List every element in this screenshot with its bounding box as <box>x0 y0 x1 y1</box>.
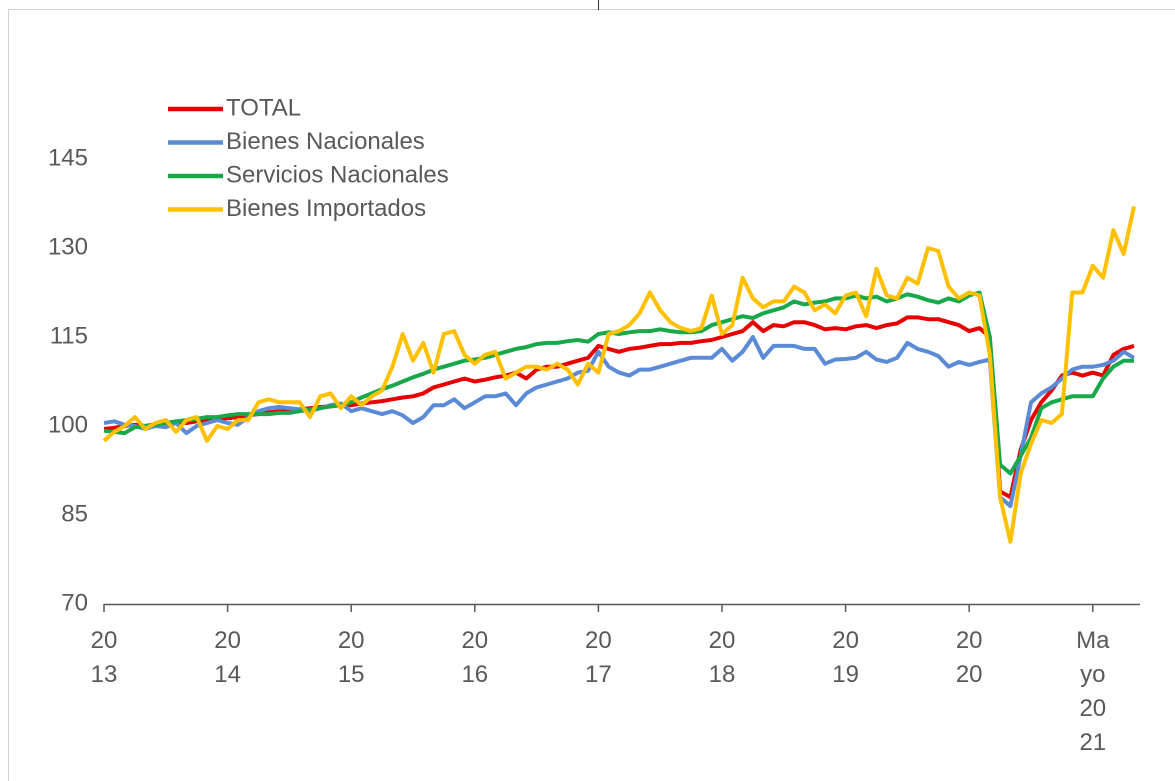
x-tick-label: 2013 <box>90 627 118 688</box>
series-line <box>102 206 1136 544</box>
legend-label: Bienes Nacionales <box>226 128 425 155</box>
x-tick-label: 2020 <box>955 627 983 688</box>
y-tick-label: 70 <box>61 589 88 616</box>
x-tick-label: Mayo 2021 <box>1076 627 1110 756</box>
x-tick-label: 2019 <box>832 627 859 688</box>
x-tick-label: 2014 <box>214 627 241 688</box>
series-line <box>103 335 1136 509</box>
x-tick-label: 2015 <box>337 627 365 688</box>
x-tick-label: 2018 <box>708 627 736 688</box>
legend-label: TOTAL <box>226 94 301 121</box>
x-tick-label: 2016 <box>461 627 489 688</box>
x-tick-label: 2017 <box>585 627 612 688</box>
y-tick-label: 85 <box>61 500 88 527</box>
series-line <box>103 290 1134 476</box>
y-tick-label: 100 <box>48 411 88 438</box>
y-tick-label: 115 <box>50 322 88 349</box>
y-tick-label: 130 <box>48 233 88 260</box>
y-tick-label: 145 <box>48 144 88 171</box>
series-line <box>103 315 1135 500</box>
legend-label: Bienes Importados <box>226 195 426 222</box>
legend-label: Servicios Nacionales <box>226 161 449 188</box>
